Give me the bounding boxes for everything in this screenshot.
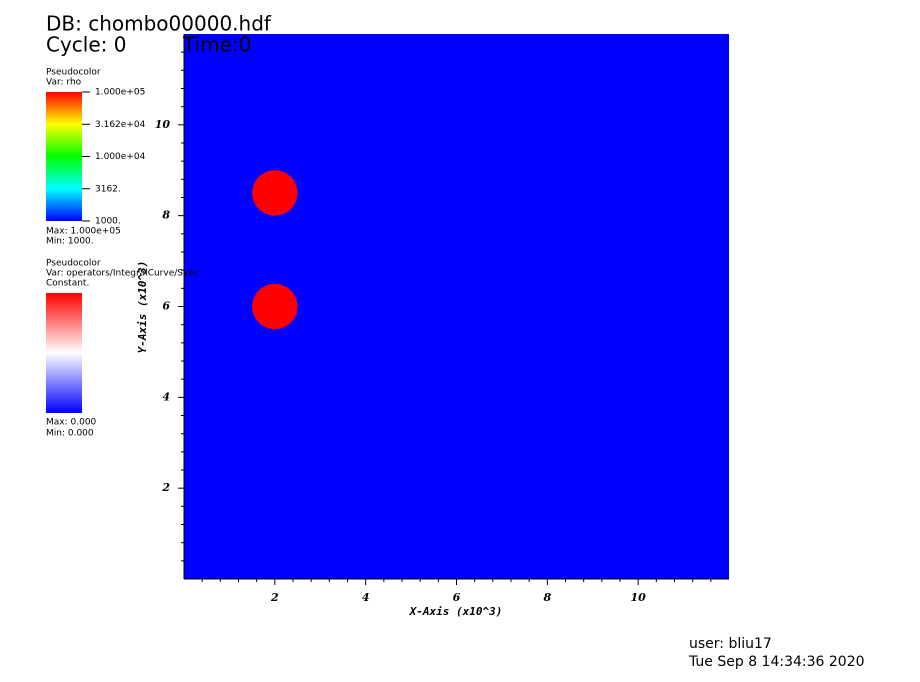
y-tick-label: 4 [162, 390, 170, 403]
region [252, 283, 298, 330]
colorbar [46, 92, 82, 221]
legend-tick-label: 3162. [95, 184, 121, 194]
y-tick-label: 10 [155, 118, 171, 131]
y-tick-label: 8 [162, 209, 170, 222]
legend-tick-label: 3.162e+04 [95, 120, 146, 130]
legend-tick-label: 1.000e+04 [95, 152, 146, 162]
region [252, 170, 298, 216]
timestamp: Tue Sep 8 14:34:36 2020 [688, 654, 865, 670]
legend-note: Constant. [46, 279, 89, 289]
cycle-label: Cycle: 0 [46, 33, 126, 57]
db-label: DB: chombo00000.hdf [46, 12, 272, 36]
legend-var: Var: rho [46, 78, 82, 88]
x-axis-label: X-Axis (x10^3) [409, 605, 503, 618]
legend-tick-label: 1.000e+05 [95, 88, 145, 98]
legend-min: Min: 1000. [46, 237, 94, 247]
legend-tick-label: 1000. [95, 217, 121, 227]
x-tick-label: 8 [544, 591, 552, 604]
time-label: Time:0 [182, 33, 251, 57]
x-tick-label: 2 [270, 591, 279, 604]
colorbar [46, 293, 82, 413]
user-label: user: bliu17 [689, 636, 772, 652]
y-axis-label: Y-Axis (x10^3) [136, 261, 149, 354]
y-tick-label: 2 [161, 481, 170, 494]
x-tick-label: 6 [453, 591, 461, 604]
plot-area [184, 34, 729, 579]
legend-max: Max: 1.000e+05 [46, 227, 121, 237]
x-tick-label: 10 [631, 591, 647, 604]
legend-plot: Pseudocolor [46, 259, 101, 269]
x-tick-label: 4 [362, 591, 370, 604]
legend-var: Var: operators/IntegralCurve/Svec [46, 269, 199, 279]
y-tick-label: 6 [162, 300, 170, 313]
legend-plot: Pseudocolor [46, 68, 101, 78]
legend-max: Max: 0.000 [46, 418, 97, 428]
legend-min: Min: 0.000 [46, 429, 94, 439]
